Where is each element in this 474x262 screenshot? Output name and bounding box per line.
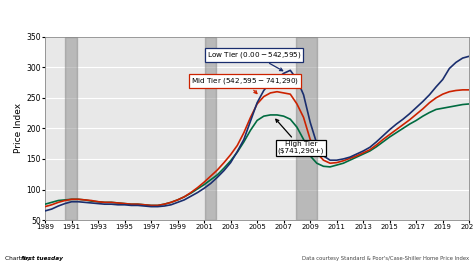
Bar	[296, 37, 317, 220]
Text: Chart by: Chart by	[5, 256, 32, 261]
Text: High Tier
($741,290+): High Tier ($741,290+)	[276, 119, 324, 154]
Text: Mid Tier ($542,595 - $741,290): Mid Tier ($542,595 - $741,290)	[191, 76, 299, 94]
Text: first tuesday: first tuesday	[21, 256, 63, 261]
Text: Low Tier ($0.00 - $542,595): Low Tier ($0.00 - $542,595)	[207, 50, 301, 71]
Y-axis label: Price Index: Price Index	[15, 103, 23, 154]
Bar	[65, 37, 77, 220]
Text: San Diego Tiered Home Pricing (1989-present): San Diego Tiered Home Pricing (1989-pres…	[82, 9, 392, 21]
Bar	[205, 37, 216, 220]
Text: Data courtesy Standard & Poor's/Case-Shiller Home Price Index: Data courtesy Standard & Poor's/Case-Shi…	[302, 256, 469, 261]
